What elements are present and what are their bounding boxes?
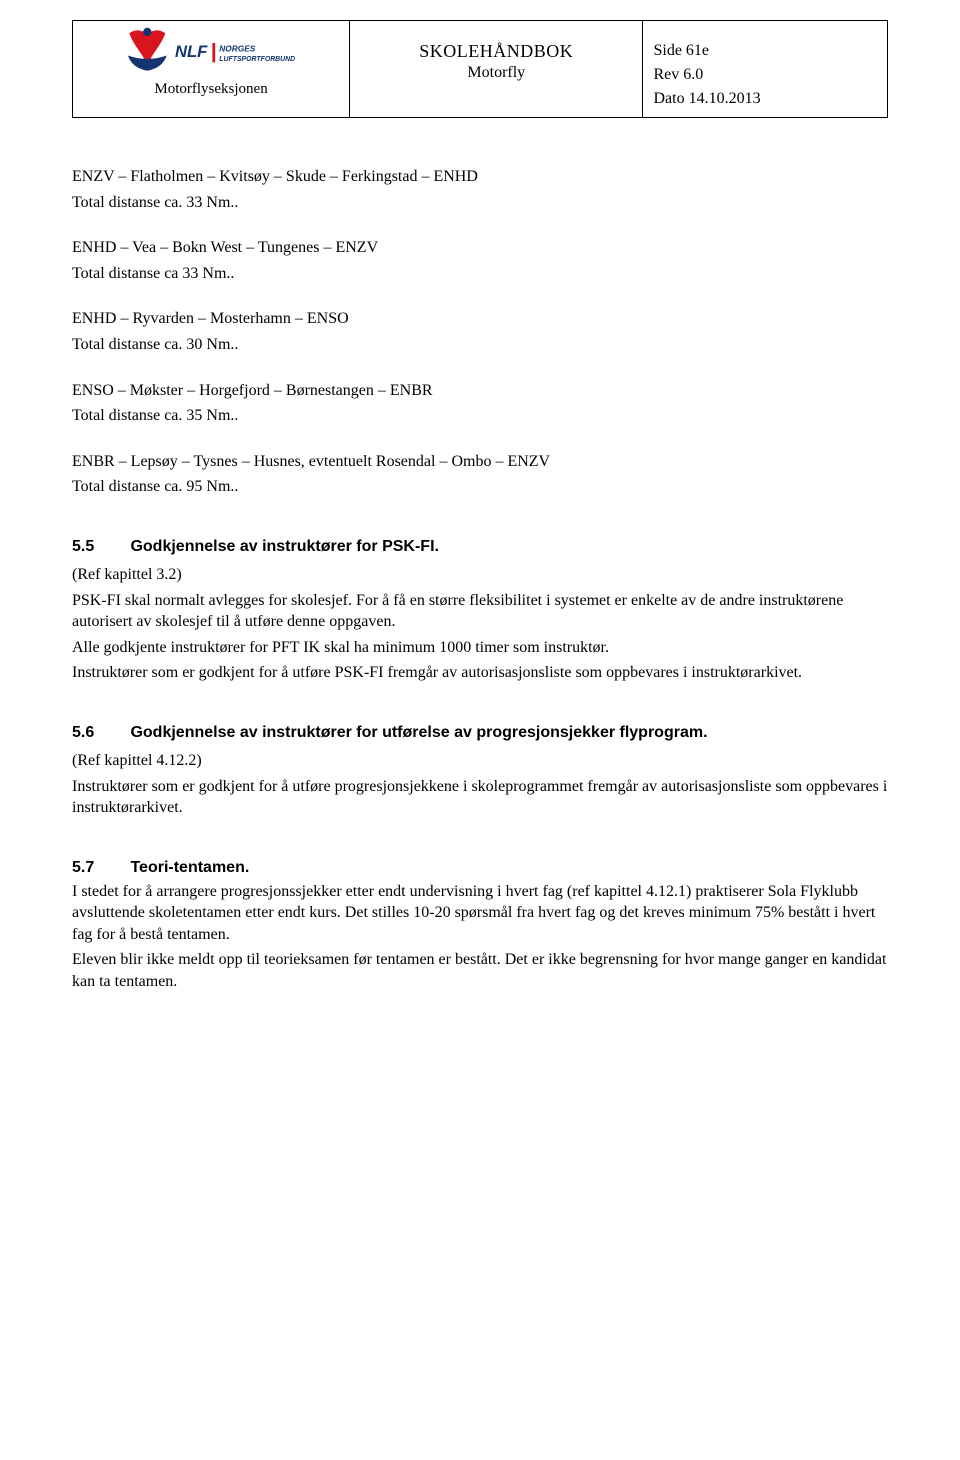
svg-text:NLF: NLF	[175, 42, 208, 61]
svg-text:NORGES: NORGES	[219, 43, 255, 53]
section-5-5-p1: PSK-FI skal normalt avlegges for skolesj…	[72, 590, 888, 633]
route-dist: Total distanse ca. 33 Nm..	[72, 192, 888, 214]
header-meta-cell: Side 61e Rev 6.0 Dato 14.10.2013	[643, 21, 888, 118]
meta-dato: Dato 14.10.2013	[653, 87, 877, 111]
route-dist: Total distanse ca. 35 Nm..	[72, 405, 888, 427]
route-line: ENBR – Lepsøy – Tysnes – Husnes, evtentu…	[72, 451, 888, 473]
doc-title: SKOLEHÅNDBOK	[360, 41, 632, 62]
section-5-6-p1: Instruktører som er godkjent for å utfør…	[72, 776, 888, 819]
route-line: ENHD – Ryvarden – Mosterhamn – ENSO	[72, 308, 888, 330]
heading-title: Godkjennelse av instruktører for PSK-FI.	[130, 538, 439, 555]
svg-text:LUFTSPORTFORBUND: LUFTSPORTFORBUND	[219, 56, 295, 63]
route-block: ENSO – Møkster – Horgefjord – Børnestang…	[72, 380, 888, 427]
route-block: ENBR – Lepsøy – Tysnes – Husnes, evtentu…	[72, 451, 888, 498]
section-5-6-heading: 5.6 Godkjennelse av instruktører for utf…	[72, 724, 888, 742]
heading-title: Teori-tentamen.	[130, 859, 249, 876]
route-line: ENHD – Vea – Bokn West – Tungenes – ENZV	[72, 237, 888, 259]
doc-meta: Side 61e Rev 6.0 Dato 14.10.2013	[653, 39, 877, 111]
section-5-5-heading: 5.5 Godkjennelse av instruktører for PSK…	[72, 538, 888, 556]
section-5-5-p3: Instruktører som er godkjent for å utfør…	[72, 662, 888, 684]
section-5-7-p2: Eleven blir ikke meldt opp til teorieksa…	[72, 949, 888, 992]
route-dist: Total distanse ca 33 Nm..	[72, 263, 888, 285]
heading-number: 5.6	[72, 724, 126, 742]
heading-number: 5.5	[72, 538, 126, 556]
route-block: ENHD – Ryvarden – Mosterhamn – ENSO Tota…	[72, 308, 888, 355]
doc-subtitle: Motorfly	[360, 64, 632, 82]
logo: NLF NORGES LUFTSPORTFORBUND Motorflyseks…	[83, 27, 339, 98]
heading-title: Godkjennelse av instruktører for utførel…	[130, 724, 707, 741]
section-5-7-p1: I stedet for å arrangere progresjonssjek…	[72, 881, 888, 946]
heading-number: 5.7	[72, 859, 126, 877]
section-5-7-heading: 5.7 Teori-tentamen.	[72, 859, 888, 877]
route-dist: Total distanse ca. 95 Nm..	[72, 476, 888, 498]
route-block: ENZV – Flatholmen – Kvitsøy – Skude – Fe…	[72, 166, 888, 213]
logo-caption: Motorflyseksjonen	[154, 81, 267, 98]
body: ENZV – Flatholmen – Kvitsøy – Skude – Fe…	[72, 166, 888, 993]
route-dist: Total distanse ca. 30 Nm..	[72, 334, 888, 356]
section-5-6-ref: (Ref kapittel 4.12.2)	[72, 750, 888, 772]
header-logo-cell: NLF NORGES LUFTSPORTFORBUND Motorflyseks…	[73, 21, 350, 118]
header-center-cell: SKOLEHÅNDBOK Motorfly	[350, 21, 643, 118]
route-block: ENHD – Vea – Bokn West – Tungenes – ENZV…	[72, 237, 888, 284]
route-line: ENSO – Møkster – Horgefjord – Børnestang…	[72, 380, 888, 402]
nlf-logo-icon: NLF NORGES LUFTSPORTFORBUND	[121, 27, 301, 77]
meta-rev: Rev 6.0	[653, 63, 877, 87]
document-header: NLF NORGES LUFTSPORTFORBUND Motorflyseks…	[72, 20, 888, 118]
meta-side: Side 61e	[653, 39, 877, 63]
page: NLF NORGES LUFTSPORTFORBUND Motorflyseks…	[0, 0, 960, 1037]
route-line: ENZV – Flatholmen – Kvitsøy – Skude – Fe…	[72, 166, 888, 188]
section-5-5-p2: Alle godkjente instruktører for PFT IK s…	[72, 637, 888, 659]
section-5-5-ref: (Ref kapittel 3.2)	[72, 564, 888, 586]
